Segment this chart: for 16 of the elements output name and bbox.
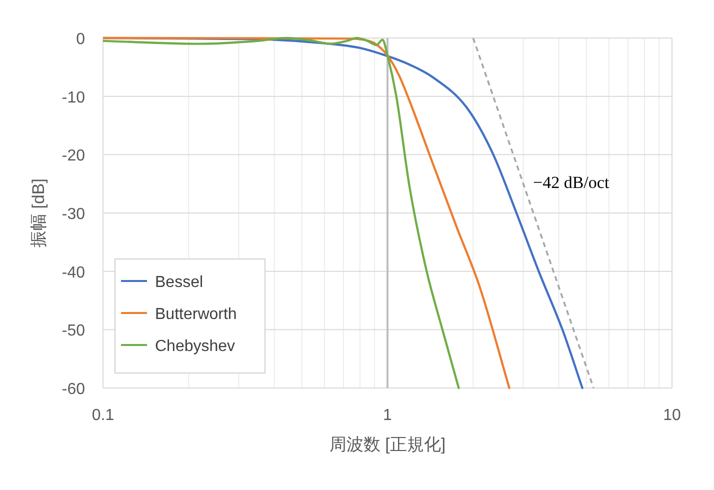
y-axis-title: 振幅 [dB] [29,178,48,248]
x-tick-label: 1 [383,407,392,424]
y-tick-label: -10 [62,89,86,106]
annotation: −42 dB/oct [533,173,610,192]
y-tick-label: -40 [62,264,86,282]
x-tick-label: 10 [663,407,681,424]
x-axis-title: 周波数 [正規化] [329,435,446,454]
y-tick-label: -20 [62,148,86,165]
y-tick-label: -50 [62,322,86,340]
y-tick-label: -30 [62,206,86,223]
legend-label: Bessel [155,274,204,291]
x-tick-label: 0.1 [92,407,114,424]
legend-label: Butterworth [155,306,237,323]
y-tick-label: 0 [76,31,86,48]
legend-label: Chebyshev [155,338,236,355]
y-tick-label: -60 [62,381,86,398]
